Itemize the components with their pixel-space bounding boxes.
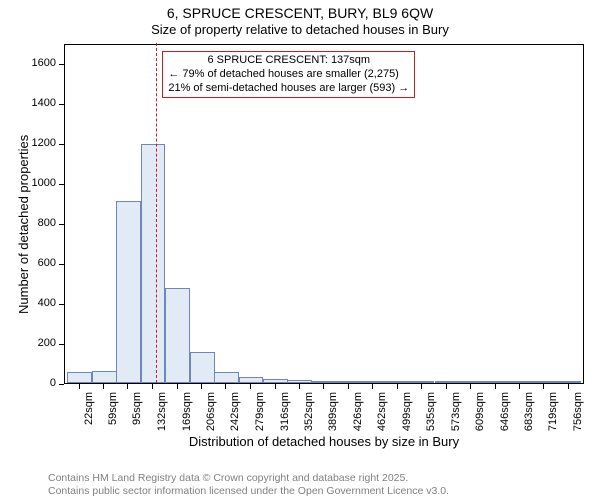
y-tick: [59, 144, 64, 145]
chart-title-line1: 6, SPRUCE CRESCENT, BURY, BL9 6QW: [0, 5, 600, 21]
annotation-line: 6 SPRUCE CRESCENT: 137sqm: [168, 54, 409, 68]
x-tick-label: 426sqm: [352, 392, 364, 442]
x-tick-label: 132sqm: [156, 392, 168, 442]
y-tick-label: 1600: [20, 57, 56, 69]
histogram-bar: [532, 381, 556, 383]
histogram-bar: [287, 380, 311, 383]
x-tick: [397, 384, 398, 389]
x-tick-label: 462sqm: [376, 392, 388, 442]
x-tick: [372, 384, 373, 389]
annotation-line: ← 79% of detached houses are smaller (2,…: [168, 68, 409, 82]
histogram-bar: [557, 381, 581, 383]
x-tick: [446, 384, 447, 389]
x-tick: [177, 384, 178, 389]
x-tick-label: 242sqm: [229, 392, 241, 442]
x-tick-label: 59sqm: [107, 392, 119, 442]
x-tick-label: 279sqm: [254, 392, 266, 442]
histogram-bar: [263, 379, 287, 383]
histogram-bar: [409, 381, 433, 383]
y-tick-label: 1200: [20, 137, 56, 149]
x-tick: [568, 384, 569, 389]
x-tick: [299, 384, 300, 389]
y-tick: [59, 224, 64, 225]
footer-line-1: Contains HM Land Registry data © Crown c…: [48, 472, 408, 484]
x-tick: [250, 384, 251, 389]
histogram-bar: [67, 372, 91, 383]
x-tick-label: 352sqm: [303, 392, 315, 442]
chart-title-line2: Size of property relative to detached ho…: [0, 22, 600, 37]
y-tick: [59, 184, 64, 185]
x-tick-label: 535sqm: [425, 392, 437, 442]
y-tick-label: 0: [20, 377, 56, 389]
y-tick-label: 400: [20, 297, 56, 309]
histogram-bar: [214, 372, 238, 383]
x-tick-label: 206sqm: [205, 392, 217, 442]
y-tick-label: 800: [20, 217, 56, 229]
histogram-bar: [337, 381, 361, 383]
x-tick: [127, 384, 128, 389]
y-tick: [59, 104, 64, 105]
x-tick-label: 683sqm: [523, 392, 535, 442]
y-tick: [59, 64, 64, 65]
x-tick-label: 316sqm: [279, 392, 291, 442]
histogram-bar: [459, 381, 483, 383]
x-tick-label: 95sqm: [131, 392, 143, 442]
x-tick: [103, 384, 104, 389]
x-tick: [495, 384, 496, 389]
histogram-bar: [361, 381, 385, 383]
x-tick-label: 389sqm: [327, 392, 339, 442]
footer-line-2: Contains public sector information licen…: [48, 485, 449, 497]
histogram-bar: [190, 352, 214, 383]
y-tick: [59, 264, 64, 265]
y-tick: [59, 344, 64, 345]
x-tick: [519, 384, 520, 389]
y-tick-label: 1400: [20, 97, 56, 109]
annotation-line: 21% of semi-detached houses are larger (…: [168, 82, 409, 96]
histogram-bar: [508, 381, 532, 383]
x-tick-label: 169sqm: [181, 392, 193, 442]
x-tick: [348, 384, 349, 389]
x-tick-label: 646sqm: [499, 392, 511, 442]
annotation-box: 6 SPRUCE CRESCENT: 137sqm← 79% of detach…: [162, 51, 415, 98]
histogram-bar: [165, 288, 189, 383]
x-tick-label: 22sqm: [83, 392, 95, 442]
x-tick-label: 609sqm: [474, 392, 486, 442]
reference-line: [156, 43, 157, 383]
x-tick: [152, 384, 153, 389]
x-tick-label: 756sqm: [572, 392, 584, 442]
x-tick: [79, 384, 80, 389]
x-tick: [323, 384, 324, 389]
histogram-bar: [239, 377, 263, 383]
x-tick-label: 719sqm: [547, 392, 559, 442]
histogram-bar: [92, 371, 116, 383]
histogram-bar: [385, 381, 409, 383]
x-tick: [275, 384, 276, 389]
y-tick: [59, 384, 64, 385]
y-tick-label: 600: [20, 257, 56, 269]
y-tick-label: 1000: [20, 177, 56, 189]
x-tick: [470, 384, 471, 389]
x-tick: [543, 384, 544, 389]
x-tick: [225, 384, 226, 389]
histogram-bar: [483, 381, 507, 383]
x-tick-label: 499sqm: [401, 392, 413, 442]
x-tick: [421, 384, 422, 389]
y-tick: [59, 304, 64, 305]
histogram-bar: [116, 201, 140, 383]
chart-plot-area: 6 SPRUCE CRESCENT: 137sqm← 79% of detach…: [64, 44, 584, 384]
x-tick: [201, 384, 202, 389]
y-tick-label: 200: [20, 337, 56, 349]
histogram-bar: [312, 381, 336, 383]
histogram-bar: [141, 144, 165, 383]
histogram-bar: [435, 381, 459, 383]
x-tick-label: 573sqm: [450, 392, 462, 442]
